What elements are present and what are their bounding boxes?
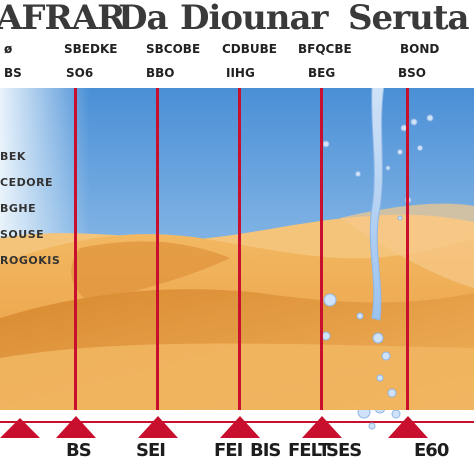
divider-line-2 <box>156 88 159 418</box>
divider-line-5 <box>406 88 409 418</box>
left-label-3: BGHE <box>0 202 37 215</box>
left-label-5: ROGOKIS <box>0 254 61 267</box>
header-1-col-4: CDBUBE <box>222 42 278 56</box>
divider-line-3 <box>238 88 241 418</box>
header-1-col-6: BOND <box>400 42 440 56</box>
title-part-4: Seruta <box>348 0 470 38</box>
bottom-label-1: BS <box>66 440 92 461</box>
divider-line-4 <box>320 88 323 418</box>
left-label-1: BEK <box>0 150 26 163</box>
header-2-col-2: SO6 <box>66 66 94 80</box>
header-1-col-2: SBEDKE <box>64 42 118 56</box>
desert-illustration <box>0 88 474 410</box>
bottom-label-6: SES <box>326 440 362 461</box>
header-1-col-3: SBCOBE <box>146 42 201 56</box>
bottom-strip <box>0 410 474 474</box>
title-part-1: AFRAR <box>0 0 125 38</box>
header-2-col-6: BSO <box>398 66 426 80</box>
bottom-label-2: SEI <box>136 440 166 461</box>
left-label-2: CEDORE <box>0 176 54 189</box>
bottom-label-5: FELT <box>288 440 330 461</box>
title-part-3: Diounar <box>180 0 328 38</box>
header-2-col-1: BS <box>4 66 22 80</box>
left-label-4: SOUSE <box>0 228 45 241</box>
title-part-2: Da <box>118 0 169 38</box>
bottom-label-4: BIS <box>250 440 281 461</box>
divider-line-1 <box>74 88 77 418</box>
triangle-markers <box>0 410 474 438</box>
bottom-label-3: FEI <box>214 440 243 461</box>
header-1-col-1: ø <box>4 42 13 56</box>
desert-scene: BEK CEDORE BGHE SOUSE ROGOKIS <box>0 88 474 410</box>
page-title: AFRAR Da Diounar Seruta <box>0 0 474 38</box>
header-2-col-5: BEG <box>308 66 336 80</box>
header-2-col-4: IIHG <box>226 66 255 80</box>
header-1-col-5: BFQCBE <box>298 42 352 56</box>
bottom-label-7: E60 <box>414 440 449 461</box>
header-2-col-3: BBO <box>146 66 175 80</box>
